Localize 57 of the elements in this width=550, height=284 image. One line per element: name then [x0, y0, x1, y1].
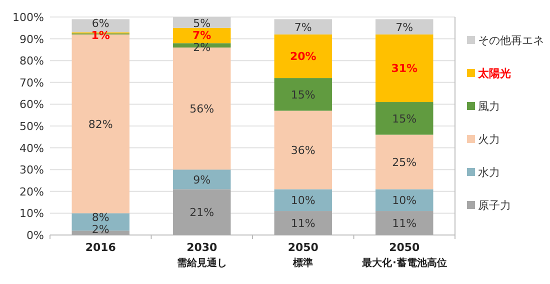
data-label: 15%	[392, 112, 417, 126]
bar	[173, 170, 231, 190]
bar	[274, 78, 332, 111]
data-label: 36%	[290, 144, 316, 157]
data-label: 20%	[290, 50, 316, 64]
x-tick-label: 2030 需給見通し	[176, 241, 227, 269]
bar	[274, 34, 332, 78]
data-label: 7%	[396, 20, 414, 34]
bar	[274, 189, 332, 212]
bar	[376, 102, 434, 135]
data-label: 10%	[392, 194, 417, 208]
y-tick-label: 90%	[20, 32, 44, 46]
bar	[376, 34, 434, 102]
x-tick-label: 2050 最大化･蓄電池高位	[360, 241, 447, 269]
y-tick-label: 100%	[12, 11, 44, 24]
bar	[376, 211, 434, 235]
y-tick-label: 70%	[20, 76, 44, 90]
y-tick-label: 30%	[20, 164, 44, 177]
data-label: 82%	[88, 118, 113, 131]
data-label: 25%	[392, 156, 417, 169]
data-label: 5%	[193, 17, 211, 30]
bar	[376, 189, 434, 212]
bar	[72, 19, 130, 32]
bar	[173, 189, 231, 235]
data-label: 7%	[294, 20, 312, 34]
data-label: 8%	[92, 211, 110, 224]
data-label: 56%	[190, 102, 214, 116]
legend-label: 火力	[478, 133, 500, 146]
data-label: 7%	[192, 29, 212, 42]
data-label: 10%	[290, 194, 316, 208]
bar	[274, 211, 332, 235]
legend-label: 水力	[478, 166, 500, 179]
data-label: 6%	[92, 17, 110, 30]
y-tick-label: 10%	[20, 207, 44, 220]
data-label: 11%	[290, 217, 316, 230]
data-label: 2%	[92, 223, 110, 236]
y-tick-label: 0%	[26, 229, 44, 242]
data-label: 21%	[190, 206, 214, 220]
data-label: 31%	[391, 62, 418, 76]
y-tick-label: 20%	[20, 185, 44, 198]
bar	[376, 19, 434, 34]
y-tick-label: 50%	[20, 120, 44, 133]
x-tick-label: 2050 標準	[288, 241, 319, 269]
bar	[274, 110, 332, 190]
data-label: 15%	[290, 88, 316, 102]
y-tick-label: 60%	[20, 98, 44, 112]
x-tick-label: 2016	[85, 241, 116, 254]
data-label: 9%	[193, 173, 211, 186]
legend-label: 原子力	[478, 199, 511, 212]
y-tick-label: 40%	[20, 142, 44, 155]
data-label: 11%	[392, 217, 417, 230]
legend-label: 風力	[478, 100, 500, 113]
legend-label: その他再エネ	[478, 34, 544, 47]
bar	[376, 134, 434, 190]
y-tick-label: 80%	[20, 54, 44, 68]
bar	[274, 19, 332, 34]
legend-label: 太陽光	[477, 67, 511, 80]
